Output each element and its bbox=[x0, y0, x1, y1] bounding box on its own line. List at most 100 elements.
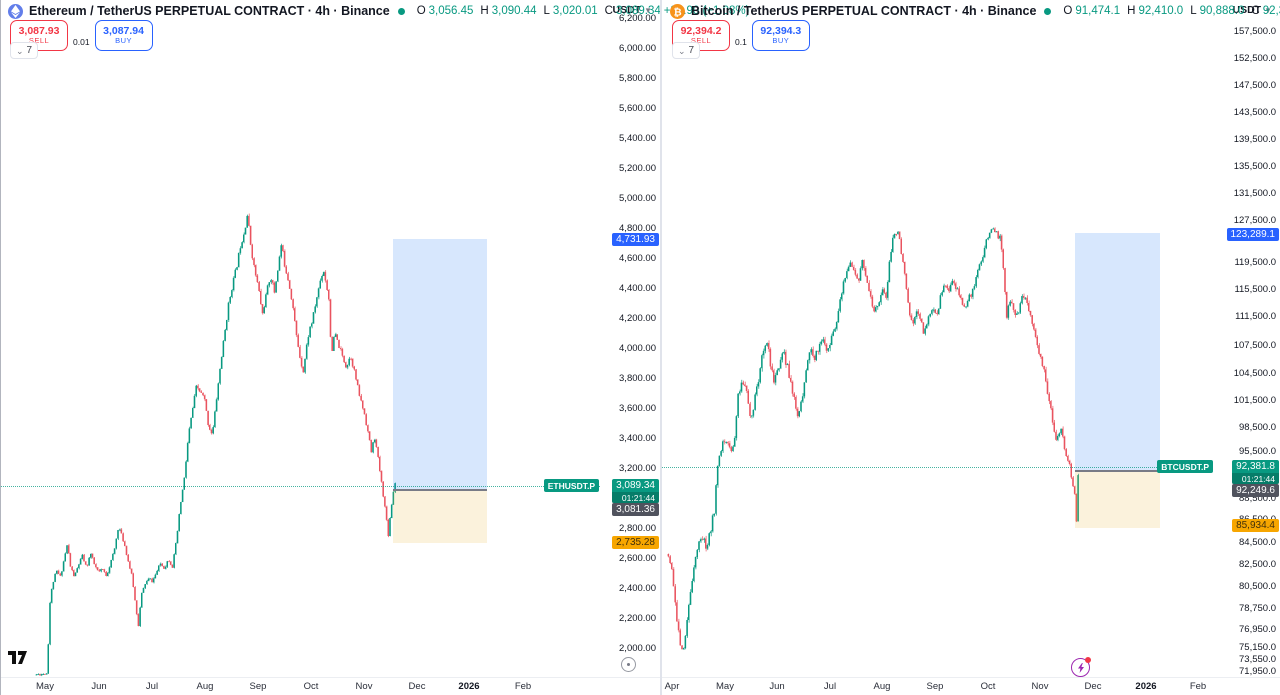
sell-button[interactable]: 3,087.93 SELL bbox=[10, 20, 68, 51]
price-tick-label: 4,600.00 bbox=[619, 253, 656, 264]
price-tick-label: 139,500.0 bbox=[1233, 134, 1276, 145]
close-value: 3,089.34 bbox=[615, 5, 661, 17]
notification-dot bbox=[1085, 657, 1091, 663]
bitcoin-icon: ₿ bbox=[670, 3, 685, 19]
chart-header: Ethereum / TetherUS PERPETUAL CONTRACT ·… bbox=[8, 3, 749, 19]
chart-header: ₿ Bitcoin / TetherUS PERPETUAL CONTRACT … bbox=[670, 3, 1280, 19]
price-scale-currency-dropdown[interactable]: USDT ▼ bbox=[612, 4, 652, 16]
price-tick-label: 78,750.0 bbox=[1239, 603, 1276, 614]
price-tick-label: 95,500.0 bbox=[1239, 446, 1276, 457]
price-tick-label: 6,200.00 bbox=[619, 13, 656, 24]
price-tick-label: 3,200.00 bbox=[619, 463, 656, 474]
time-axis-label: Aug bbox=[873, 681, 891, 692]
price-tick-label: 115,500.0 bbox=[1234, 284, 1276, 295]
svg-text:₿: ₿ bbox=[674, 6, 682, 17]
price-tick-label: 3,800.00 bbox=[619, 373, 656, 384]
time-axis-label: Nov bbox=[355, 681, 373, 692]
chevron-down-icon: ⌄ bbox=[678, 45, 686, 56]
scale-settings-icon[interactable] bbox=[621, 657, 636, 672]
price-scale[interactable]: USDT ▼ 6,200.00 6,000.00 5,800.00 5,600.00 5… bbox=[600, 0, 660, 678]
time-axis-label: Dec bbox=[408, 681, 426, 692]
chevron-down-icon: ⌄ bbox=[16, 45, 24, 56]
price-scale-currency-dropdown[interactable]: USDT ▼ bbox=[1232, 4, 1272, 16]
price-tick-label: 4,000.00 bbox=[619, 343, 656, 354]
bar-countdown: 01:21:44 bbox=[612, 492, 659, 503]
symbol-title[interactable]: Bitcoin / TetherUS PERPETUAL CONTRACT · … bbox=[691, 4, 1037, 18]
price-tick-label: 4,800.00 bbox=[619, 223, 656, 234]
candlestick-chart-canvas[interactable] bbox=[662, 0, 1213, 678]
sell-price: 92,394.2 bbox=[680, 25, 722, 38]
spread-value: 0.1 bbox=[735, 37, 747, 47]
projection-box-lower[interactable] bbox=[393, 489, 487, 543]
buy-price: 3,087.94 bbox=[103, 25, 144, 38]
open-value: 91,474.1 bbox=[1075, 5, 1121, 17]
time-axis-label: Sep bbox=[249, 681, 267, 692]
price-tick-label: 147,500.0 bbox=[1233, 80, 1276, 91]
time-axis-label: Aug bbox=[196, 681, 214, 692]
price-tick-label: 5,200.00 bbox=[619, 163, 656, 174]
high-value: 92,410.0 bbox=[1138, 5, 1184, 17]
buy-button[interactable]: 92,394.3 BUY bbox=[751, 20, 810, 51]
price-tick-label: 111,500.0 bbox=[1235, 311, 1276, 322]
price-tick-label: 107,500.0 bbox=[1233, 340, 1276, 351]
price-tick-label: 5,000.00 bbox=[619, 193, 656, 204]
object-tree-chip[interactable]: ⌄ 7 bbox=[672, 42, 701, 59]
buy-price: 92,394.3 bbox=[760, 25, 802, 38]
blue-price-label: 123,289.1 bbox=[1226, 228, 1279, 241]
chart-pane-bitcoin: USDT ▼ 157,500.0 152,500.0 147,500.0 143,50… bbox=[662, 0, 1280, 695]
blue-price-label: 4,731.93 bbox=[612, 233, 659, 246]
low-value: 3,020.01 bbox=[552, 5, 598, 17]
order-buttons: 3,087.93 SELL 0.01 3,087.94 BUY bbox=[10, 20, 153, 51]
time-axis-label: Oct bbox=[303, 681, 319, 692]
time-axis-label: Apr bbox=[664, 681, 680, 692]
dark-price-label: 3,081.36 bbox=[612, 503, 659, 516]
buy-button[interactable]: 3,087.94 BUY bbox=[94, 20, 153, 51]
price-tick-label: 135,500.0 bbox=[1233, 161, 1276, 172]
last-price-label: 92,381.8 01:21:44 bbox=[1232, 460, 1279, 484]
change-value: +32.90 (+1.08%) bbox=[663, 5, 750, 17]
time-axis-label: Dec bbox=[1084, 681, 1102, 692]
projection-box-upper[interactable] bbox=[393, 239, 487, 489]
time-axis-label: Nov bbox=[1031, 681, 1049, 692]
time-axis-label: Jul bbox=[145, 681, 159, 692]
ohlc-values: O91,474.1 H92,410.0 L90,888.0 C92,381.8 … bbox=[1059, 5, 1280, 17]
price-tick-label: 75,150.0 bbox=[1239, 642, 1276, 653]
price-tick-label: 101,500.0 bbox=[1233, 395, 1276, 406]
time-axis-label: Oct bbox=[980, 681, 996, 692]
high-value: 3,090.44 bbox=[491, 5, 537, 17]
price-tick-label: 152,500.0 bbox=[1233, 53, 1276, 64]
time-axis-label: Jun bbox=[769, 681, 785, 692]
chevron-down-icon: ▼ bbox=[644, 5, 652, 15]
pane-divider[interactable] bbox=[660, 0, 662, 695]
price-tick-label: 6,000.00 bbox=[619, 43, 656, 54]
price-tick-label: 98,500.0 bbox=[1239, 422, 1276, 433]
price-tick-label: 80,500.0 bbox=[1239, 581, 1276, 592]
price-tick-label: 143,500.0 bbox=[1233, 107, 1276, 118]
price-tick-label: 5,400.00 bbox=[619, 133, 656, 144]
sell-price: 3,087.93 bbox=[18, 25, 60, 38]
time-axis[interactable]: Apr May Jun Jul Aug Sep Oct Nov Dec 2026 Feb bbox=[662, 677, 1280, 695]
time-axis-label: 2026 bbox=[458, 681, 480, 692]
symbol-price-label-chip: ETHUSDT.P bbox=[543, 479, 599, 492]
open-value: 3,056.45 bbox=[428, 5, 474, 17]
time-axis-label: Feb bbox=[1189, 681, 1207, 692]
close-value: 92,381.8 bbox=[1262, 5, 1280, 17]
price-tick-label: 127,500.0 bbox=[1233, 215, 1276, 226]
chevron-down-icon: ▼ bbox=[1264, 5, 1272, 15]
low-value: 90,888.0 bbox=[1199, 5, 1245, 17]
strategy-flash-icon[interactable] bbox=[1071, 657, 1091, 677]
candlestick-chart-canvas[interactable] bbox=[0, 0, 600, 678]
time-axis[interactable]: May Jun Jul Aug Sep Oct Nov Dec 2026 Feb bbox=[0, 677, 660, 695]
price-tick-label: 5,600.00 bbox=[619, 103, 656, 114]
price-tick-label: 71,950.0 bbox=[1239, 666, 1276, 677]
price-scale[interactable]: USDT ▼ 157,500.0 152,500.0 147,500.0 143,50… bbox=[1214, 0, 1280, 678]
object-tree-chip[interactable]: ⌄ 7 bbox=[10, 42, 39, 59]
price-tick-label: 104,500.0 bbox=[1233, 368, 1276, 379]
symbol-title[interactable]: Ethereum / TetherUS PERPETUAL CONTRACT ·… bbox=[29, 4, 390, 18]
currency-label: USDT bbox=[1232, 4, 1262, 16]
projection-box-upper[interactable] bbox=[1075, 233, 1160, 470]
projection-box-lower[interactable] bbox=[1075, 470, 1160, 528]
time-axis-label: May bbox=[716, 681, 734, 692]
price-tick-label: 157,500.0 bbox=[1233, 26, 1276, 37]
price-tick-label: 3,400.00 bbox=[619, 433, 656, 444]
